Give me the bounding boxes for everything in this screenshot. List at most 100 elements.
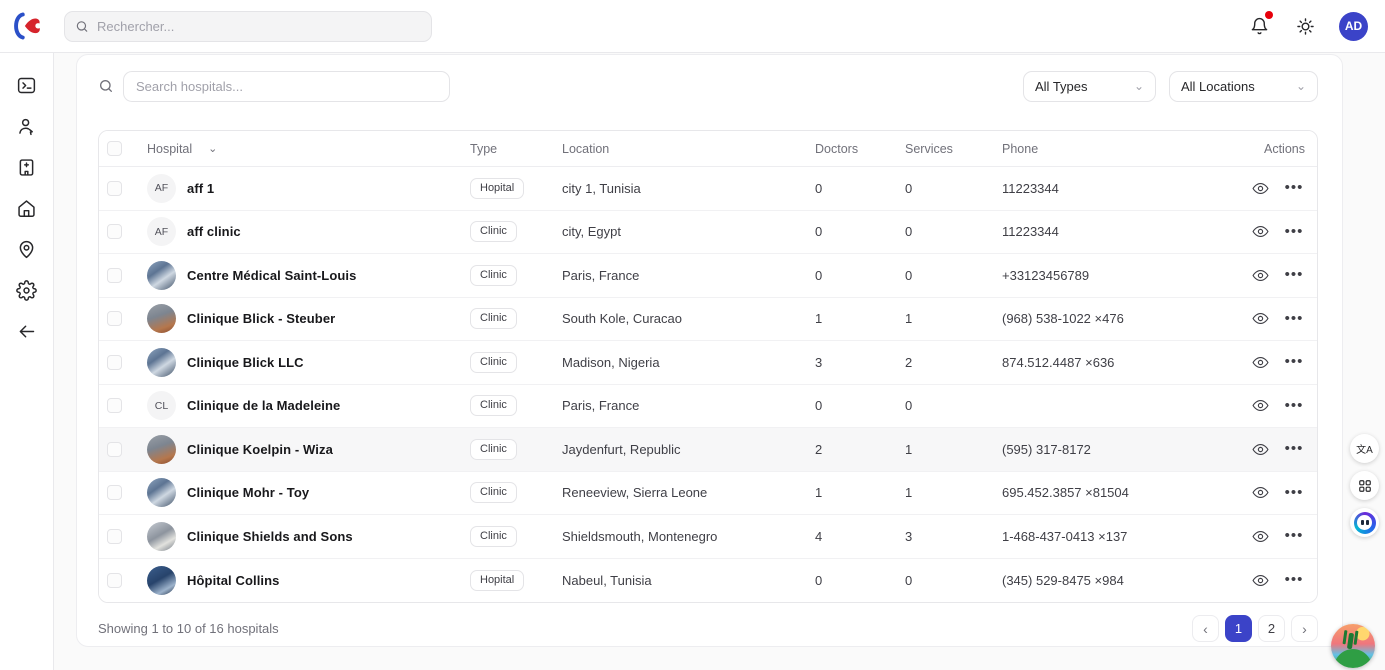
sidebar-item-users[interactable] (15, 115, 39, 137)
hospital-photo-avatar (147, 478, 176, 508)
doctors-count: 0 (815, 398, 823, 414)
view-button[interactable] (1247, 480, 1273, 506)
row-checkbox[interactable] (107, 224, 122, 240)
view-button[interactable] (1247, 175, 1273, 201)
services-count: 0 (905, 267, 913, 283)
more-actions-button[interactable]: ••• (1281, 393, 1307, 419)
page-button-2[interactable]: 2 (1258, 615, 1285, 642)
view-button[interactable] (1247, 219, 1273, 245)
column-header-doctors: Doctors (815, 141, 859, 156)
hospital-location: city, Egypt (562, 224, 622, 240)
column-header-phone: Phone (1002, 141, 1039, 156)
notifications-button[interactable] (1247, 11, 1273, 38)
sidebar (0, 53, 54, 670)
table-row[interactable]: AF aff clinic Clinic city, Egypt 0 0 11223344 •… (99, 210, 1317, 254)
logo-icon (13, 12, 41, 40)
doctors-count: 3 (815, 354, 823, 370)
island-extension-icon[interactable] (1331, 624, 1375, 668)
hospital-name: Clinique de la Madeleine (187, 398, 341, 414)
sidebar-item-collapse[interactable] (15, 320, 39, 342)
table-row[interactable]: Clinique Blick LLC Clinic Madison, Nigeria… (99, 341, 1317, 385)
hospital-location: Shieldsmouth, Montenegro (562, 528, 718, 544)
view-button[interactable] (1247, 349, 1273, 375)
type-filter-select[interactable]: All Types ⌄ (1023, 70, 1156, 102)
table-row[interactable]: AF aff 1 Hopital city 1, Tunisia 0 0 11223344 •… (99, 167, 1317, 211)
row-checkbox[interactable] (107, 354, 122, 370)
hospital-search-input[interactable] (136, 78, 437, 94)
row-checkbox[interactable] (107, 398, 122, 414)
hospital-location: Paris, France (562, 267, 640, 283)
more-actions-button[interactable]: ••• (1281, 523, 1307, 549)
row-checkbox[interactable] (107, 441, 122, 457)
select-all-checkbox[interactable] (107, 141, 122, 156)
sidebar-item-home[interactable] (15, 197, 39, 219)
more-actions-button[interactable]: ••• (1281, 219, 1307, 245)
view-button[interactable] (1247, 262, 1273, 288)
column-header-services: Services (905, 141, 953, 156)
table-row[interactable]: Hôpital Collins Hopital Nabeul, Tunisia 0 0 (… (99, 558, 1317, 602)
sidebar-item-terminal[interactable] (15, 74, 39, 96)
table-row[interactable]: Centre Médical Saint-Louis Clinic Paris, F… (99, 254, 1317, 298)
assistant-widget-button[interactable] (1350, 508, 1379, 537)
hospital-name: aff clinic (187, 224, 241, 240)
home-icon (18, 199, 35, 217)
table-row[interactable]: Clinique Mohr - Toy Clinic Reneeview, Sier… (99, 471, 1317, 515)
more-actions-button[interactable]: ••• (1281, 567, 1307, 593)
location-filter-select[interactable]: All Locations ⌄ (1169, 70, 1318, 102)
hospital-search[interactable] (123, 70, 450, 102)
hospital-location: Paris, France (562, 398, 640, 414)
page-button-1[interactable]: 1 (1225, 615, 1252, 642)
hospital-name: Clinique Koelpin - Wiza (187, 441, 333, 457)
more-actions-button[interactable]: ••• (1281, 349, 1307, 375)
hospital-phone: 11223344 (1002, 180, 1059, 196)
row-checkbox[interactable] (107, 311, 122, 327)
view-button[interactable] (1247, 567, 1273, 593)
hospital-initials-avatar: AF (147, 173, 176, 203)
column-header-location: Location (562, 141, 610, 156)
doctors-count: 1 (815, 485, 823, 501)
doctors-count: 4 (815, 528, 823, 544)
more-actions-button[interactable]: ••• (1281, 480, 1307, 506)
next-page-button[interactable]: › (1291, 615, 1318, 642)
column-header-hospital[interactable]: Hospital ⌄ (147, 141, 218, 156)
table-row[interactable]: CL Clinique de la Madeleine Clinic Paris, F… (99, 384, 1317, 428)
user-avatar[interactable]: AD (1339, 11, 1368, 41)
app-logo[interactable] (0, 0, 54, 52)
type-badge: Clinic (470, 264, 517, 286)
view-button[interactable] (1247, 393, 1273, 419)
sidebar-item-locations[interactable] (15, 238, 39, 260)
table-row[interactable]: Clinique Shields and Sons Clinic Shieldsmo… (99, 515, 1317, 559)
row-checkbox[interactable] (107, 180, 122, 196)
theme-toggle-button[interactable] (1293, 14, 1317, 38)
assistant-eyes-icon (1353, 511, 1376, 534)
type-badge: Clinic (470, 395, 517, 417)
view-button[interactable] (1247, 523, 1273, 549)
type-badge: Clinic (470, 482, 517, 504)
more-actions-button[interactable]: ••• (1281, 175, 1307, 201)
prev-page-button[interactable]: ‹ (1192, 615, 1219, 642)
sun-icon (1296, 17, 1314, 35)
services-count: 1 (905, 311, 913, 327)
translate-icon: 文A (1356, 445, 1373, 456)
hospital-photo-avatar (147, 347, 176, 377)
row-checkbox[interactable] (107, 267, 122, 283)
view-button[interactable] (1247, 306, 1273, 332)
more-actions-button[interactable]: ••• (1281, 436, 1307, 462)
global-search[interactable] (64, 10, 432, 42)
global-search-input[interactable] (97, 18, 421, 34)
table-row[interactable]: Clinique Blick - Steuber Clinic South Kole… (99, 297, 1317, 341)
view-button[interactable] (1247, 436, 1273, 462)
table-row[interactable]: Clinique Koelpin - Wiza Clinic Jaydenfurt,… (99, 428, 1317, 472)
sidebar-item-settings[interactable] (15, 279, 39, 301)
more-actions-button[interactable]: ••• (1281, 306, 1307, 332)
sidebar-item-hospitals[interactable] (15, 156, 39, 178)
column-header-type: Type (470, 141, 498, 156)
row-checkbox[interactable] (107, 485, 122, 501)
chevron-right-icon: › (1302, 620, 1307, 637)
row-checkbox[interactable] (107, 572, 122, 588)
apps-grid-widget-button[interactable] (1350, 471, 1379, 500)
row-checkbox[interactable] (107, 528, 122, 544)
more-actions-button[interactable]: ••• (1281, 262, 1307, 288)
translate-widget-button[interactable]: 文A (1350, 434, 1379, 463)
arrow-left-icon (19, 325, 35, 337)
